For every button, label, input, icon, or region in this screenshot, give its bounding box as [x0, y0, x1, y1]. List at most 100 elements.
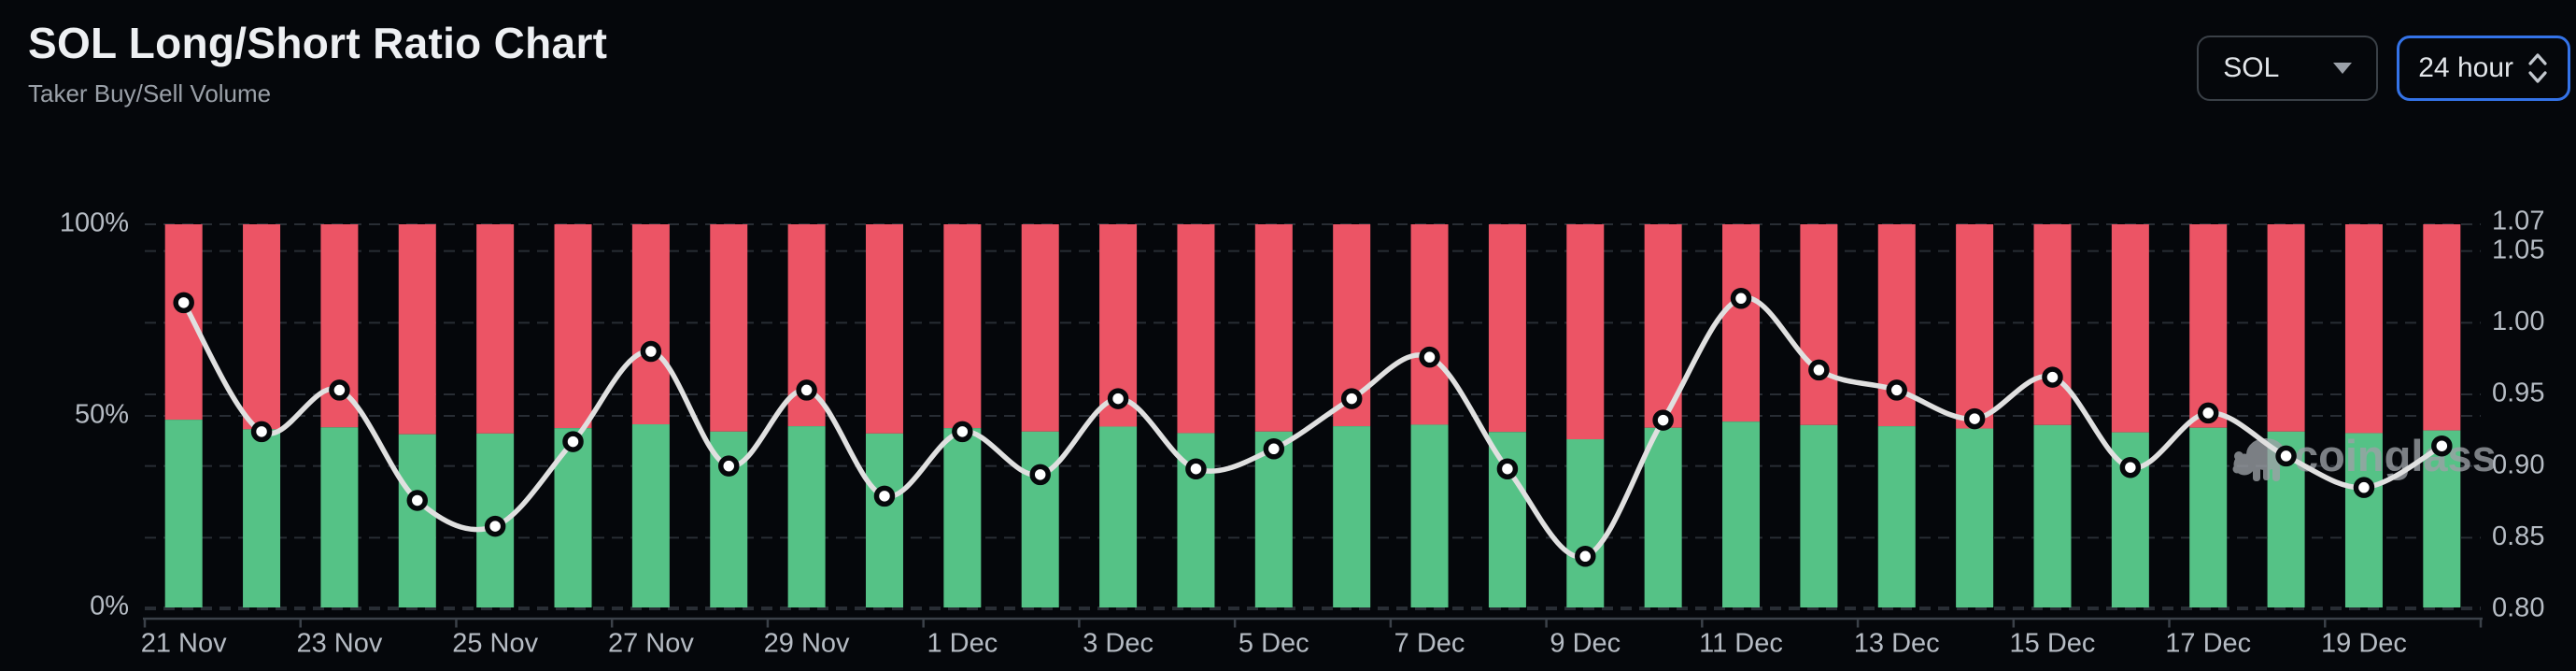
ratio-point-10 Dec — [1652, 409, 1674, 431]
buy-bar-22 Nov — [243, 429, 281, 607]
ratio-point-17 Dec — [2197, 402, 2219, 424]
ratio-point-30 Nov — [873, 485, 896, 507]
ratio-line-series — [173, 288, 2453, 567]
ratio-point-9 Dec — [1575, 546, 1596, 567]
x-axis-label: 17 Dec — [2165, 629, 2251, 659]
x-axis-label: 13 Dec — [1854, 629, 1940, 659]
bear-logo-icon — [2246, 438, 2286, 470]
buy-bar-20 Dec — [2423, 430, 2461, 607]
sell-bar-11 Dec — [1722, 224, 1761, 422]
sell-bar-21 Nov — [164, 224, 203, 421]
x-axis-label: 15 Dec — [2010, 629, 2096, 659]
x-axis-label: 27 Nov — [608, 629, 694, 659]
ratio-point-14 Dec — [1963, 407, 1986, 430]
ratio-point-18 Dec — [2275, 445, 2297, 467]
buy-bar-30 Nov — [865, 433, 903, 607]
buy-bar-12 Dec — [1800, 424, 1838, 607]
sell-bar-25 Nov — [476, 224, 515, 434]
ratio-line — [180, 294, 2445, 560]
buy-bar-13 Dec — [1877, 426, 1916, 607]
x-axis-label: 19 Dec — [2321, 629, 2407, 659]
x-axis-label: 25 Nov — [452, 629, 538, 659]
left-axis-label: 50% — [75, 400, 129, 430]
sell-bar-1 Dec — [943, 224, 982, 429]
volume-bars — [164, 224, 2461, 607]
ratio-point-29 Nov — [796, 379, 817, 401]
ratio-point-7 Dec — [1419, 346, 1440, 368]
right-axis-label: 1.07 — [2492, 207, 2544, 236]
symbol-select[interactable]: SOL — [2197, 36, 2379, 101]
ratio-point-26 Nov — [562, 431, 584, 452]
buy-bar-27 Nov — [631, 424, 670, 607]
right-axis-label: 0.90 — [2492, 450, 2544, 479]
ratio-point-8 Dec — [1496, 458, 1519, 479]
buy-bar-19 Dec — [2344, 433, 2383, 607]
bear-logo-icon — [2234, 451, 2243, 461]
chevron-down-icon — [2333, 63, 2353, 74]
buy-bar-8 Dec — [1488, 432, 1526, 607]
buy-bar-10 Dec — [1644, 427, 1682, 607]
right-axis-label: 1.05 — [2492, 235, 2544, 264]
x-axis-label: 23 Nov — [296, 629, 382, 659]
buy-bar-9 Dec — [1566, 439, 1605, 607]
buy-bar-23 Nov — [320, 427, 359, 607]
gridlines — [145, 223, 2481, 610]
ratio-point-6 Dec — [1340, 388, 1363, 409]
x-axis-label: 3 Dec — [1083, 629, 1154, 659]
buy-bar-3 Dec — [1099, 426, 1138, 607]
sell-bar-8 Dec — [1488, 224, 1526, 433]
buy-bar-17 Dec — [2189, 427, 2228, 607]
buy-bar-2 Dec — [1021, 431, 1059, 607]
bear-logo-icon — [2272, 464, 2280, 481]
bear-logo-icon — [2253, 464, 2260, 481]
watermark-text: coinglass — [2294, 431, 2497, 480]
page-subtitle: Taker Buy/Sell Volume — [28, 79, 272, 107]
ratio-point-19 Dec — [2353, 477, 2375, 498]
ratio-point-25 Nov — [484, 515, 506, 537]
buy-bar-1 Dec — [943, 428, 982, 607]
sell-bar-20 Dec — [2423, 224, 2461, 431]
ratio-point-3 Dec — [1107, 388, 1129, 409]
right-axis-label: 0.95 — [2492, 378, 2544, 408]
bear-logo-icon — [2263, 467, 2270, 480]
ratio-point-5 Dec — [1263, 438, 1285, 460]
ratio-point-4 Dec — [1185, 458, 1207, 479]
sell-bar-2 Dec — [1021, 224, 1059, 432]
up-down-chevrons-icon — [2526, 50, 2549, 86]
sell-bar-14 Dec — [1956, 224, 1994, 429]
ratio-point-24 Nov — [406, 490, 429, 511]
buy-bar-24 Nov — [398, 434, 436, 607]
sell-bar-5 Dec — [1254, 224, 1293, 432]
sell-bar-15 Dec — [2033, 224, 2072, 425]
buy-bar-14 Dec — [1956, 428, 1994, 607]
sell-bar-24 Nov — [398, 224, 436, 435]
ratio-point-15 Dec — [2042, 366, 2063, 388]
right-axis-label: 0.80 — [2492, 593, 2544, 623]
sell-bar-27 Nov — [631, 224, 670, 425]
ratio-point-22 Nov — [250, 421, 273, 443]
interval-select[interactable]: 24 hour — [2397, 36, 2570, 101]
buy-bar-5 Dec — [1254, 431, 1293, 607]
left-axis-label: 100% — [60, 208, 129, 238]
chart-header: SOL Long/Short Ratio Chart Taker Buy/Sel… — [28, 19, 607, 108]
buy-bar-11 Dec — [1722, 421, 1761, 607]
sell-bar-18 Dec — [2267, 224, 2305, 432]
sell-bar-28 Nov — [710, 224, 748, 432]
ratio-point-20 Dec — [2431, 435, 2453, 457]
buy-bar-21 Nov — [164, 420, 203, 607]
sell-bar-26 Nov — [554, 224, 592, 429]
right-axis-label: 1.00 — [2492, 307, 2544, 336]
buy-bar-7 Dec — [1410, 424, 1449, 607]
sell-bar-22 Nov — [243, 224, 281, 430]
page-title: SOL Long/Short Ratio Chart — [28, 19, 608, 67]
x-axis-label: 7 Dec — [1394, 629, 1465, 659]
left-axis-label: 0% — [90, 592, 129, 621]
symbol-select-value: SOL — [2223, 52, 2280, 83]
x-axis-label: 9 Dec — [1550, 629, 1621, 659]
x-axis-label: 1 Dec — [927, 629, 998, 659]
buy-bar-6 Dec — [1333, 426, 1371, 607]
ratio-point-28 Nov — [718, 455, 740, 477]
buy-bar-15 Dec — [2033, 424, 2072, 607]
